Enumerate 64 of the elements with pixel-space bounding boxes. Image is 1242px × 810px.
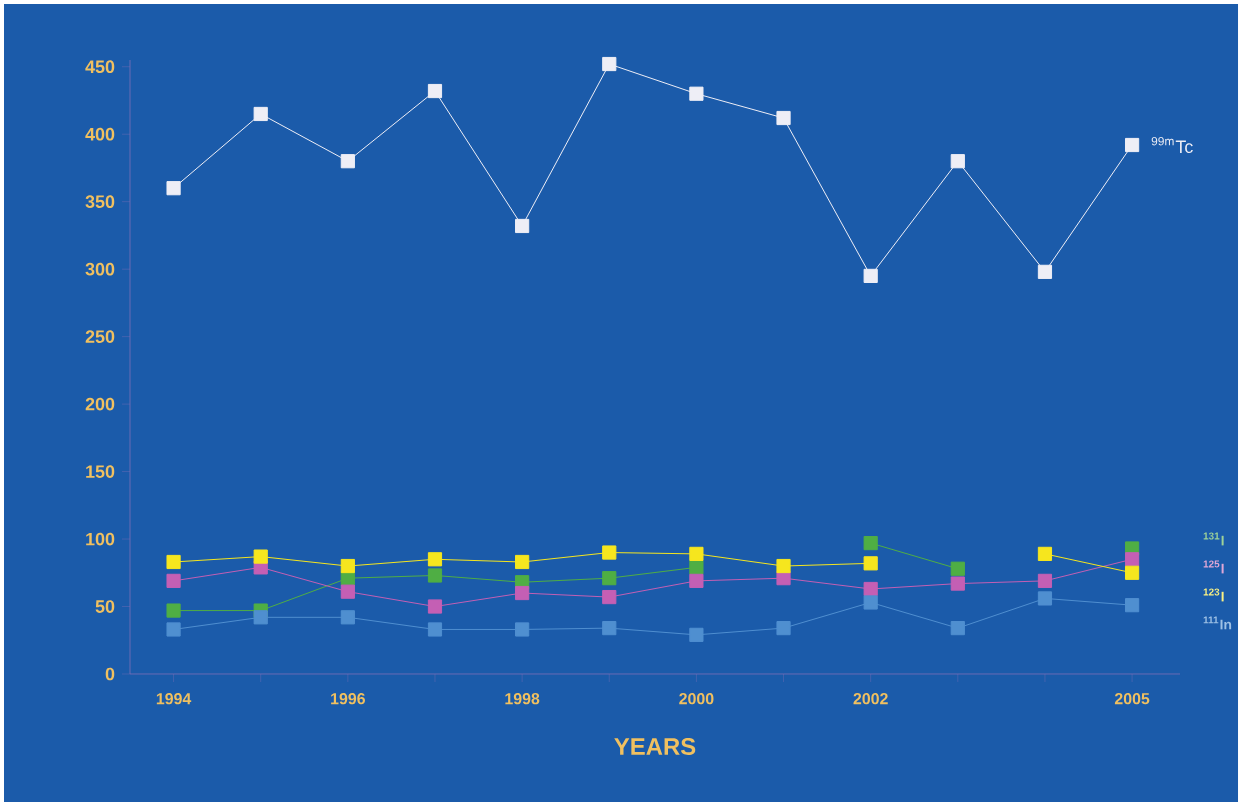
point [1124, 598, 1140, 613]
point [689, 627, 704, 642]
y-tick-label: 150 [86, 465, 115, 478]
point [950, 154, 965, 169]
point [1037, 546, 1053, 561]
y-tick-label: 100 [86, 532, 115, 546]
point [1037, 264, 1053, 279]
point [166, 603, 181, 618]
y-tick-label: 0 [105, 667, 115, 681]
point [515, 622, 530, 637]
point [863, 595, 878, 610]
point [602, 589, 617, 605]
point [515, 554, 530, 570]
y-tick-label: 350 [85, 195, 115, 209]
point [602, 56, 617, 72]
point [1124, 565, 1140, 580]
point [863, 581, 878, 597]
y-tick-label: 250 [85, 330, 115, 343]
point [950, 561, 965, 576]
point [689, 560, 704, 575]
point [166, 622, 181, 637]
x-axis-title: YEARS [614, 738, 696, 755]
point [1124, 552, 1140, 567]
point [166, 573, 181, 588]
point [602, 545, 617, 560]
point [340, 584, 355, 599]
point [863, 556, 878, 571]
point [776, 558, 791, 574]
point [863, 536, 878, 551]
point [340, 154, 355, 169]
y-tick-label: 450 [85, 60, 115, 74]
point [950, 621, 965, 636]
point [515, 585, 530, 601]
point [950, 576, 965, 591]
point [340, 558, 355, 574]
point [602, 621, 617, 636]
point [515, 218, 530, 234]
point [427, 622, 443, 637]
y-tick-label: 200 [85, 397, 115, 411]
point [689, 573, 704, 588]
point [1037, 573, 1053, 588]
point [689, 546, 704, 561]
point [863, 268, 878, 283]
point [776, 571, 791, 586]
point [166, 554, 181, 570]
point [253, 106, 268, 122]
point [689, 86, 704, 101]
point [427, 552, 443, 567]
point [776, 110, 791, 126]
point [253, 610, 268, 625]
y-tick-label: 400 [85, 127, 115, 141]
point [427, 568, 443, 583]
y-tick-label: 50 [95, 600, 115, 613]
point [1124, 137, 1140, 153]
point [166, 181, 181, 196]
series-label: $^{99m}$Tc [1151, 136, 1193, 154]
point [340, 610, 355, 625]
point [427, 599, 443, 614]
point [602, 571, 617, 586]
point [253, 549, 268, 564]
y-tick-label: 300 [85, 262, 115, 276]
point [427, 83, 443, 99]
point [776, 621, 791, 636]
point [1037, 591, 1053, 606]
